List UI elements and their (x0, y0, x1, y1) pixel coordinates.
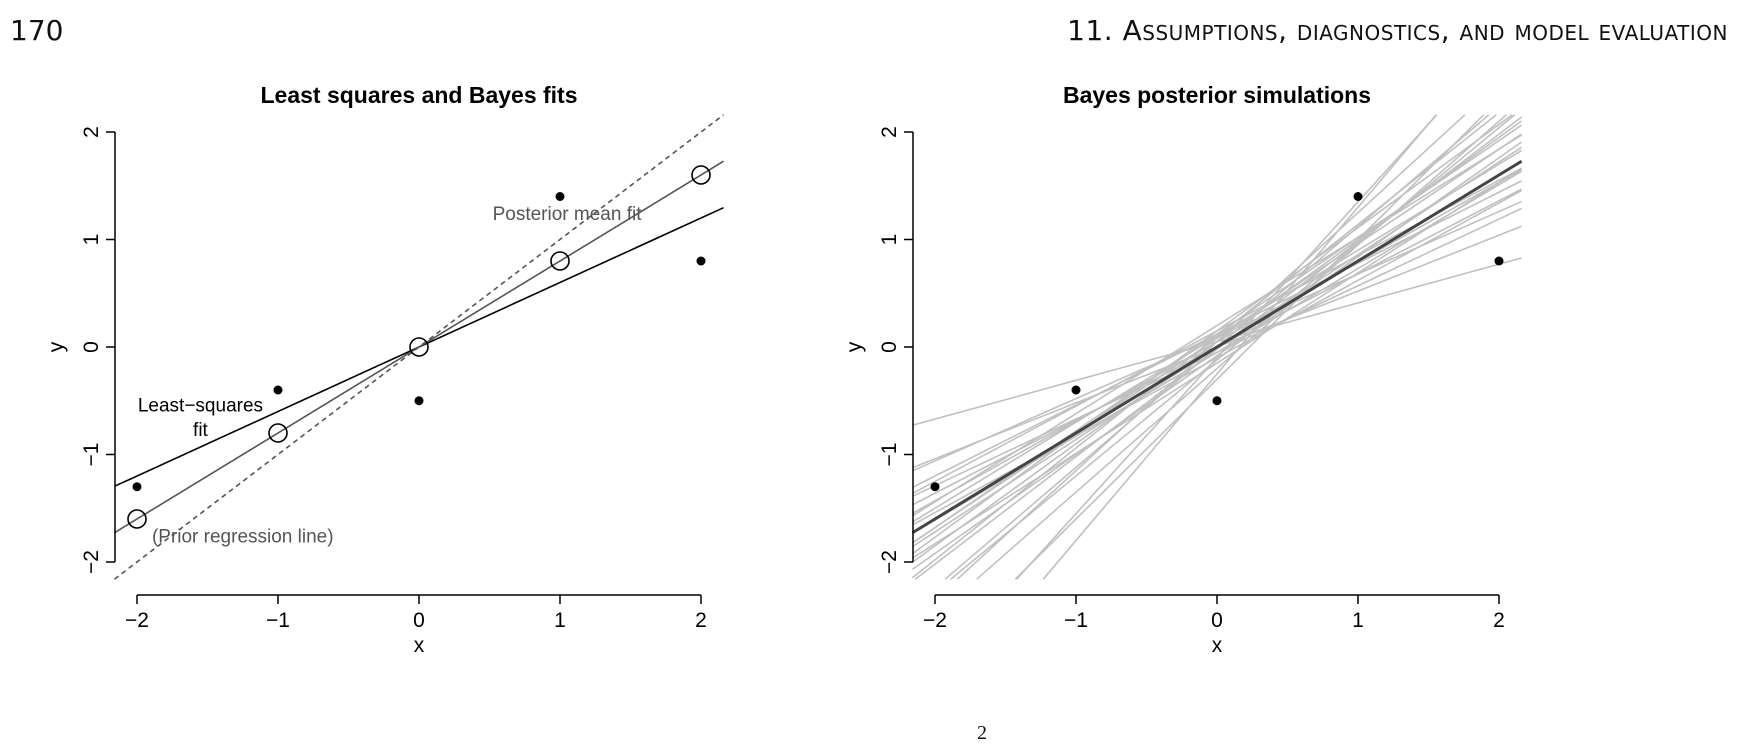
simulation-line (911, 133, 1523, 544)
y-axis-label: y (45, 341, 68, 352)
data-point (1494, 256, 1504, 266)
y-axis-label: y (843, 341, 866, 352)
x-tick-label: −1 (266, 609, 290, 632)
simulation-line (1014, 114, 1485, 580)
y-tick-label: −1 (80, 443, 103, 467)
x-tick-label: −2 (125, 609, 149, 632)
plot-area (113, 114, 725, 580)
simulation-line (912, 170, 1522, 535)
page-number: 170 (10, 14, 64, 47)
x-tick-label: −1 (1064, 609, 1088, 632)
data-point (1071, 385, 1081, 395)
annotation-label: Least−squares (138, 396, 263, 417)
data-point (132, 482, 142, 492)
simulation-line (914, 116, 1523, 580)
y-tick-label: 0 (80, 341, 103, 353)
y-tick-label: 1 (878, 234, 901, 246)
chart-title: Bayes posterior simulations (1063, 82, 1371, 108)
x-tick-label: 0 (413, 609, 425, 632)
chart-panel-2: Bayes posterior simulations −2 −1 0 1 2 −2 −1 0 1… (843, 82, 1523, 657)
y-tick-label: 2 (80, 126, 103, 138)
annotation-label: fit (193, 420, 209, 441)
y-tick-label: −1 (878, 443, 901, 467)
x-axis-label: x (414, 634, 425, 657)
posterior-mean-line (911, 159, 1523, 535)
data-point (696, 256, 706, 266)
x-tick-label: 1 (1352, 609, 1364, 632)
fitted-point-circle (127, 509, 147, 529)
simulation-line (976, 114, 1507, 580)
fitted-point-circle (268, 423, 288, 443)
simulation-line (912, 167, 1522, 559)
simulation-line (956, 114, 1466, 580)
charts-figure: Least squares and Bayes fits −2 −1 0 1 2 −2 −1 0… (45, 82, 1523, 657)
data-point (414, 396, 424, 406)
fitted-point-circle (691, 165, 711, 185)
simulation-line (950, 114, 1516, 580)
x-tick-label: 0 (1211, 609, 1223, 632)
data-point (1212, 396, 1222, 406)
fitted-point-circle (550, 251, 570, 271)
prior-regression-line-line (113, 114, 725, 580)
plot-area (911, 114, 1523, 580)
caption-fragment: 2 (977, 722, 987, 744)
simulation-line (911, 114, 1513, 555)
chart-panel-1: Least squares and Bayes fits −2 −1 0 1 2 −2 −1 0… (45, 82, 725, 657)
simulation-line (912, 134, 1522, 517)
y-tick-label: 1 (80, 234, 103, 246)
y-tick-label: 2 (878, 126, 901, 138)
annotation-label: (Prior regression line) (152, 527, 334, 548)
simulation-line (1042, 114, 1437, 580)
x-tick-label: 2 (1493, 609, 1505, 632)
y-tick-label: −2 (80, 550, 103, 574)
running-header: 11. Assumptions, diagnostics, and model … (1067, 14, 1728, 47)
data-point (930, 482, 940, 492)
x-tick-label: 1 (554, 609, 566, 632)
x-axis-label: x (1212, 634, 1223, 657)
data-point (1353, 192, 1363, 201)
x-tick-label: 2 (695, 609, 707, 632)
y-tick-label: 0 (878, 341, 901, 353)
chart-title: Least squares and Bayes fits (260, 82, 577, 108)
y-tick-label: −2 (878, 550, 901, 574)
data-point (273, 385, 283, 395)
fitted-point-circle (409, 337, 429, 357)
annotation-label: Posterior mean fit (493, 204, 643, 225)
x-tick-label: −2 (923, 609, 947, 632)
simulation-line (1016, 114, 1438, 580)
data-point (555, 192, 565, 201)
